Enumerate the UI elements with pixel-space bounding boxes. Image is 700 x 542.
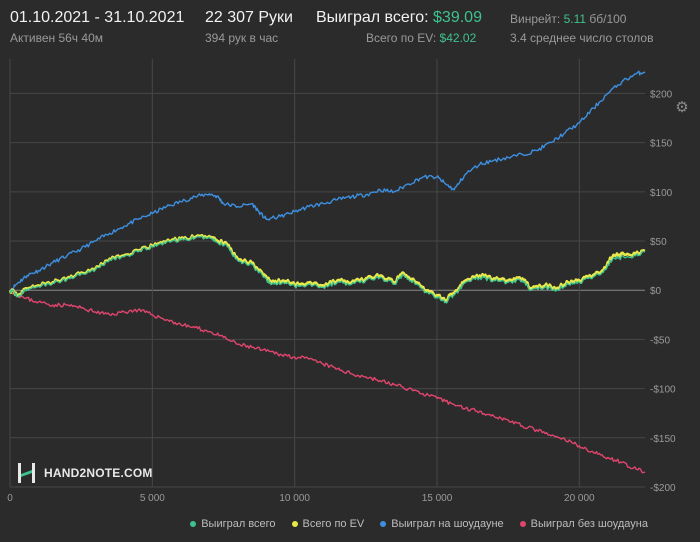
series-line-won_total (9, 235, 646, 304)
y-tick-label: -$150 (650, 434, 676, 445)
y-tick-label: $200 (650, 89, 673, 100)
h2n-logo-icon (18, 463, 35, 483)
won-total-value: $39.09 (433, 9, 482, 26)
won-total-stat: Выиграл всего: $39.09 (316, 9, 482, 27)
x-tick-label: 10 000 (279, 493, 310, 504)
chart-grid (9, 59, 645, 488)
gear-icon[interactable]: ⚙ (675, 99, 689, 116)
legend-label: Выиграл всего (201, 518, 276, 530)
y-tick-label: -$100 (650, 385, 676, 396)
date-range[interactable]: 01.10.2021 - 31.10.2021 (10, 9, 185, 26)
logo-text: HAND2NOTE.COM (44, 466, 153, 480)
stats-header: 01.10.2021 - 31.10.2021 Активен 56ч 40м … (0, 0, 700, 56)
hands-per-hour: 394 рук в час (205, 31, 279, 45)
x-tick-label: 0 (7, 493, 13, 504)
chart-series (8, 70, 646, 474)
y-axis-ticks: $200 $150 $100 $50 $0 -$50 -$100 -$150 -$200 (650, 89, 676, 494)
x-axis-ticks: 0 5 000 10 000 15 000 20 000 (7, 493, 595, 504)
winrate-unit: бб/100 (589, 12, 627, 26)
legend-item-won_total[interactable]: Выиграл всего (190, 516, 276, 532)
y-tick-label: -$200 (650, 483, 676, 494)
winrate-stat: Винрейт: 5.11 бб/100 (510, 12, 626, 26)
hands-count: 22 307 Руки (205, 9, 293, 26)
legend-label: Выиграл без шоудауна (530, 518, 648, 530)
ev-total-stat: Всего по EV: $42.02 (366, 31, 476, 45)
series-line-showdown (9, 70, 646, 293)
legend-dot (380, 521, 387, 527)
x-tick-label: 15 000 (422, 493, 453, 504)
active-time: Активен 56ч 40м (10, 31, 103, 45)
legend-item-showdown[interactable]: Выиграл на шоудауне (380, 516, 504, 532)
y-tick-label: $0 (650, 286, 662, 297)
series-line-non_showdown (9, 289, 646, 474)
series-line-ev (8, 234, 646, 303)
x-tick-label: 5 000 (140, 493, 165, 504)
y-tick-label: $100 (650, 188, 673, 199)
y-tick-label: $150 (650, 139, 673, 150)
winrate-value: 5.11 (563, 12, 587, 26)
legend-dot (291, 521, 298, 527)
ev-total-label: Всего по EV: (366, 31, 437, 45)
hand2note-logo: HAND2NOTE.COM (16, 461, 153, 485)
profit-chart: $200 $150 $100 $50 $0 -$50 -$100 -$150 -$200 0 5 … (7, 59, 676, 504)
winrate-label: Винрейт: (510, 12, 561, 26)
x-tick-label: 20 000 (564, 493, 595, 504)
avg-tables: 3.4 среднее число столов (510, 31, 654, 45)
legend-item-ev[interactable]: Всего по EV (291, 516, 365, 532)
y-tick-label: -$50 (650, 335, 670, 346)
legend-label: Всего по EV (302, 518, 365, 530)
ev-total-value: $42.02 (439, 31, 477, 45)
legend-item-non_showdown[interactable]: Выиграл без шоудауна (519, 516, 648, 532)
chart-legend: Выиграл всего Всего по EV Выиграл на шоуда… (190, 516, 648, 532)
y-tick-label: $50 (650, 237, 667, 248)
won-total-label: Выиграл всего: (316, 9, 429, 26)
legend-dot (190, 521, 197, 527)
legend-dot (519, 521, 526, 527)
legend-label: Выиграл на шоудауне (391, 518, 504, 530)
